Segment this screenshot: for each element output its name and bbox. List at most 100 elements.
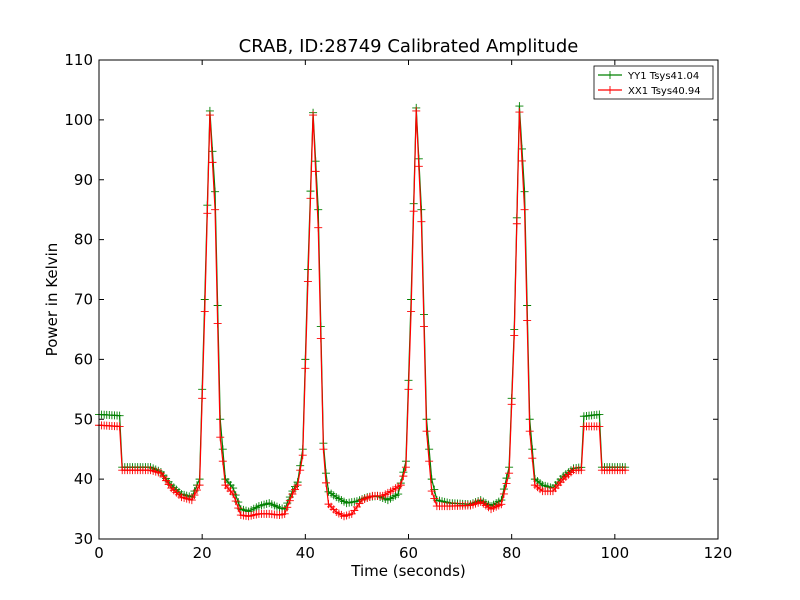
data-point (427, 475, 436, 484)
data-point (218, 445, 227, 454)
data-point (218, 457, 227, 466)
data-point (396, 481, 405, 490)
data-point (419, 322, 428, 331)
data-point (301, 364, 310, 373)
data-point (621, 466, 630, 475)
data-point (311, 167, 320, 176)
data-point (595, 422, 604, 431)
data-point (234, 504, 243, 513)
data-point (213, 319, 222, 328)
data-point (430, 494, 439, 503)
data-point (497, 500, 506, 509)
x-tick-label: 0 (94, 544, 104, 562)
data-point (296, 466, 305, 475)
chart-title: CRAB, ID:28749 Calibrated Amplitude (239, 36, 579, 57)
data-point (520, 187, 529, 196)
data-point (507, 400, 516, 409)
legend: YY1 Tsys41.04 XX1 Tsys40.94 (593, 65, 714, 100)
data-point (291, 485, 300, 494)
data-point (283, 503, 292, 512)
y-tick-label: 100 (64, 111, 93, 129)
data-point (525, 427, 534, 436)
data-point (229, 490, 238, 499)
data-point (298, 451, 307, 460)
data-point (414, 162, 423, 171)
data-point (394, 490, 403, 499)
data-point (211, 187, 220, 196)
y-tick-label: 40 (74, 470, 93, 488)
data-point (512, 219, 521, 228)
data-point (319, 445, 328, 454)
data-point (528, 454, 537, 463)
data-point (515, 108, 524, 117)
data-point (520, 205, 529, 214)
data-point (321, 478, 330, 487)
data-point (427, 487, 436, 496)
x-tick-label: 60 (399, 544, 418, 562)
x-tick-label: 100 (601, 544, 630, 562)
data-point (193, 486, 202, 495)
data-point (510, 331, 519, 340)
data-point (399, 472, 408, 481)
data-point (407, 307, 416, 316)
data-point (115, 411, 124, 420)
data-point (211, 205, 220, 214)
data-point (523, 316, 532, 325)
data-point (208, 158, 217, 167)
data-point (216, 433, 225, 442)
legend-label-xx1: XX1 Tsys40.94 (628, 86, 701, 97)
y-tick-label: 70 (74, 291, 93, 309)
data-point (528, 445, 537, 454)
data-point (293, 481, 302, 490)
data-point (205, 111, 214, 120)
data-point (280, 509, 289, 518)
x-tick-label: 120 (704, 544, 733, 562)
data-point (404, 385, 413, 394)
data-point (314, 223, 323, 232)
y-tick-label: 80 (74, 231, 93, 249)
data-point (231, 497, 240, 506)
data-point (200, 307, 209, 316)
data-point (505, 469, 514, 478)
data-point (314, 205, 323, 214)
ticks-layer: 0 20 40 60 80 100 120 30 40 50 60 70 80 90 100 110 (64, 51, 732, 562)
data-point (306, 194, 315, 203)
data-point (502, 479, 511, 488)
y-tick-label: 50 (74, 410, 93, 428)
x-tick-label: 40 (296, 544, 315, 562)
data-point (425, 445, 434, 454)
legend-box (593, 65, 714, 100)
series-1 (95, 106, 630, 521)
data-point (517, 156, 526, 165)
data-point (190, 491, 199, 500)
legend-marker (606, 71, 614, 79)
data-point (417, 217, 426, 226)
data-point (577, 466, 586, 475)
series-0 (95, 102, 630, 516)
series-line (98, 106, 626, 513)
y-tick-label: 30 (74, 530, 93, 548)
data-point (309, 111, 318, 120)
y-tick-label: 90 (74, 171, 93, 189)
data-point (412, 106, 421, 115)
data-point (203, 209, 212, 218)
data-point (425, 457, 434, 466)
data-point (115, 422, 124, 431)
data-point (288, 490, 297, 499)
data-point (499, 489, 508, 498)
x-axis-title: Time (seconds) (350, 562, 466, 580)
data-point (198, 394, 207, 403)
y-tick-label: 110 (64, 51, 93, 69)
x-tick-label: 20 (193, 544, 212, 562)
data-point (285, 496, 294, 505)
y-axis-title: Power in Kelvin (43, 243, 61, 357)
legend-label-yy1: YY1 Tsys41.04 (627, 71, 699, 82)
x-tick-label: 80 (502, 544, 521, 562)
data-point (595, 410, 604, 419)
data-point (303, 277, 312, 286)
data-point (195, 481, 204, 490)
data-point (409, 207, 418, 216)
data-point (187, 496, 196, 505)
